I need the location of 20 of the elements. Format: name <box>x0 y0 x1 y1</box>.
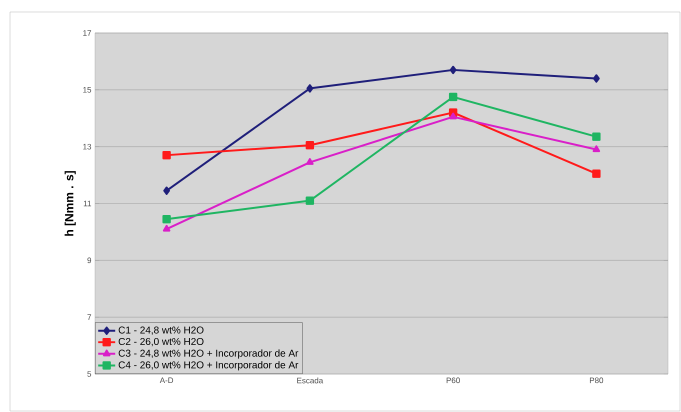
point <box>162 151 171 160</box>
point <box>306 196 314 205</box>
point <box>162 214 171 224</box>
point <box>592 74 600 83</box>
point <box>306 158 314 165</box>
legend-label: C2 - 26,0 wt% H2O <box>118 338 204 346</box>
point <box>592 132 601 141</box>
point <box>163 186 170 195</box>
y-axis-title: h [Nmm . s] <box>64 171 76 236</box>
point <box>450 66 457 74</box>
legend-label: C4 - 26,0 wt% H2O + Incorporador de Ar <box>118 361 298 370</box>
legend-label: C3 - 24,8 wt% H2O + Incorporador de Ar <box>118 349 298 359</box>
legend-label: C1 - 24,8 wt% H2O <box>118 326 204 335</box>
point <box>162 224 170 232</box>
point <box>449 112 457 120</box>
point <box>306 84 314 93</box>
point <box>448 92 458 102</box>
point <box>592 145 600 152</box>
point <box>306 141 314 150</box>
point <box>592 169 601 178</box>
